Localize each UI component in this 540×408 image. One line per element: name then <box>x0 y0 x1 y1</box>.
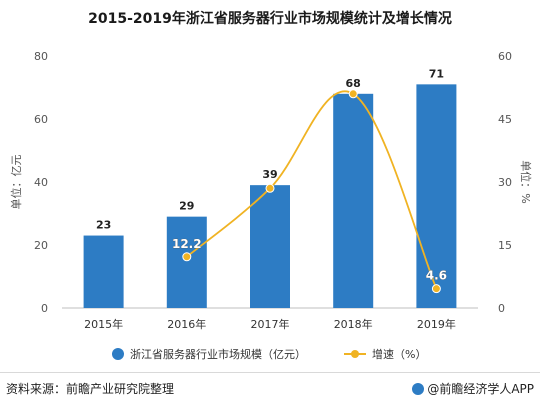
bar <box>416 84 457 308</box>
y-right-tick-label: 30 <box>498 176 512 189</box>
bar <box>166 216 207 308</box>
y-right-tick-label: 0 <box>498 302 505 315</box>
legend-line-label: 增速（%） <box>372 347 426 361</box>
y-left-tick-label: 60 <box>34 113 48 126</box>
growth-value-label: 12.2 <box>172 237 202 251</box>
y-right-tick-label: 45 <box>498 113 512 126</box>
growth-point <box>431 284 441 294</box>
x-tick-label: 2017年 <box>251 317 290 331</box>
y-left-tick-label: 20 <box>34 239 48 252</box>
growth-point <box>182 252 192 262</box>
x-tick-label: 2015年 <box>84 317 123 331</box>
bar-value-label: 71 <box>429 67 444 80</box>
y-left-axis-title: 单位：亿元 <box>9 155 23 210</box>
chart: 0 20 40 60 80 0 15 30 45 60 单位：亿元 单位：% 2015年 2016年 201… <box>9 50 533 361</box>
growth-point <box>265 183 275 193</box>
source-note: 资料来源：前瞻产业研究院整理 <box>6 382 175 396</box>
bar <box>333 93 374 308</box>
legend-bar-label: 浙江省服务器行业市场规模（亿元） <box>130 347 306 361</box>
y-right-axis-title: 单位：% <box>519 160 533 203</box>
brand-text: @前瞻经济学人APP <box>427 382 534 396</box>
brand-credit: @前瞻经济学人APP <box>412 380 534 397</box>
y-right-tick-label: 60 <box>498 50 512 63</box>
growth-line <box>186 90 438 290</box>
x-tick-label: 2016年 <box>167 317 206 331</box>
bar <box>250 185 290 308</box>
bar <box>83 235 124 308</box>
x-tick-label: 2019年 <box>417 317 456 331</box>
y-left-tick-label: 40 <box>34 176 48 189</box>
growth-value-label: 4.6 <box>426 269 447 283</box>
y-left-tick-label: 80 <box>34 50 48 63</box>
bar-value-label: 68 <box>346 77 361 90</box>
chart-title: 2015-2019年浙江省服务器行业市场规模统计及增长情况 <box>88 11 452 27</box>
growth-point <box>348 89 358 99</box>
bar-value-label: 39 <box>262 168 277 181</box>
y-left-tick-label: 0 <box>41 302 48 315</box>
legend-line-dot <box>351 350 359 358</box>
footer-divider <box>0 372 540 373</box>
footer: 资料来源：前瞻产业研究院整理 @前瞻经济学人APP <box>0 376 540 400</box>
bar-value-label: 29 <box>179 200 194 213</box>
legend-bar-marker <box>112 348 124 360</box>
brand-logo-icon <box>412 383 425 395</box>
y-right-tick-label: 15 <box>498 239 512 252</box>
x-tick-label: 2018年 <box>334 317 373 331</box>
bar-value-label: 23 <box>96 219 111 232</box>
